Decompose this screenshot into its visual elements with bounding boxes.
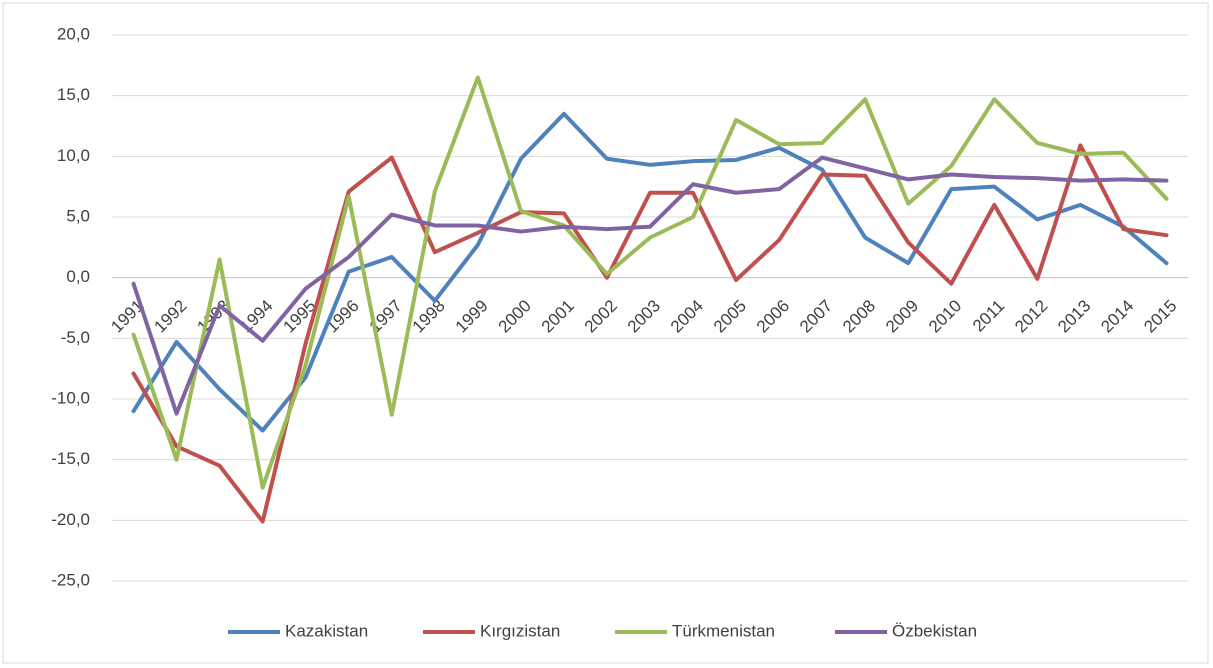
- y-tick-label: -10,0: [51, 388, 90, 407]
- y-tick-label: 15,0: [57, 85, 90, 104]
- legend-label: Kazakistan: [285, 621, 368, 640]
- y-tick-label: 5,0: [66, 206, 90, 225]
- y-tick-label: -5,0: [61, 328, 90, 347]
- y-tick-label: 20,0: [57, 24, 90, 43]
- legend-label: Türkmenistan: [672, 621, 775, 640]
- line-series: [131, 75, 1169, 490]
- legend-label: Özbekistan: [892, 621, 977, 640]
- line-series: [131, 143, 1169, 524]
- y-tick-label: 0,0: [66, 267, 90, 286]
- line-series: [131, 155, 1169, 416]
- y-tick-label: -15,0: [51, 449, 90, 468]
- y-tick-label: -25,0: [51, 570, 90, 589]
- line-series: [131, 111, 1169, 433]
- y-tick-label: 10,0: [57, 146, 90, 165]
- legend-label: Kırgızistan: [480, 621, 560, 640]
- y-tick-label: -20,0: [51, 510, 90, 529]
